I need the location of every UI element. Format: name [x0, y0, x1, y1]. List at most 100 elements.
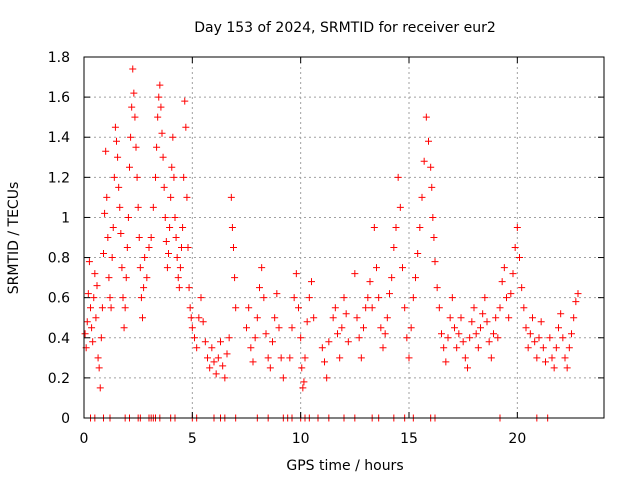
data-point [513, 223, 521, 231]
data-point [208, 344, 216, 352]
data-point [563, 364, 571, 372]
data-point [93, 282, 101, 290]
data-point [366, 278, 374, 286]
data-point [286, 354, 294, 362]
data-point [139, 314, 146, 322]
data-point [565, 344, 573, 352]
data-point [106, 294, 114, 302]
data-point [386, 290, 393, 298]
data-point [334, 330, 341, 338]
data-point [321, 358, 328, 366]
data-point [377, 324, 385, 332]
data-point [160, 183, 168, 191]
data-point [227, 193, 235, 201]
data-point [179, 223, 187, 231]
data-point [305, 294, 313, 302]
data-point [511, 244, 519, 252]
data-point [388, 274, 396, 282]
x-tick-label: 20 [508, 431, 526, 447]
data-point [136, 264, 144, 272]
data-point [368, 304, 376, 312]
data-point [416, 223, 424, 231]
data-point [496, 304, 504, 312]
data-point [555, 324, 562, 332]
data-point [531, 338, 539, 346]
data-point [487, 354, 495, 362]
data-point [498, 278, 506, 286]
data-point [109, 223, 117, 231]
data-point [214, 354, 222, 362]
data-point [470, 304, 478, 312]
data-point [433, 284, 441, 292]
data-point [162, 238, 170, 246]
data-point [85, 258, 93, 266]
data-point [201, 338, 209, 346]
data-point [123, 244, 131, 252]
data-point [195, 314, 203, 322]
data-point [340, 294, 348, 302]
data-point [338, 324, 346, 332]
data-point [104, 234, 112, 241]
data-point [477, 324, 484, 332]
data-point [430, 234, 438, 241]
data-point [81, 330, 89, 338]
data-point [134, 203, 142, 211]
data-point [503, 294, 510, 302]
data-point [301, 354, 309, 362]
data-points [81, 65, 582, 422]
data-point [360, 324, 367, 332]
data-point [375, 294, 383, 302]
y-axis-label: SRMTID / TECUs [6, 182, 22, 295]
data-point [457, 314, 465, 322]
y-tick-label: 1.8 [48, 50, 70, 66]
data-point [217, 338, 224, 346]
x-tick-label: 10 [292, 431, 310, 447]
data-point [561, 354, 569, 362]
data-point [427, 163, 435, 171]
data-point [438, 330, 445, 338]
data-point [390, 244, 398, 252]
data-point [559, 334, 567, 342]
data-point [570, 314, 578, 322]
data-point [310, 314, 318, 322]
y-tick-label: 0.4 [48, 331, 70, 347]
data-point [118, 264, 126, 272]
data-point [183, 193, 191, 201]
data-point [210, 358, 218, 366]
data-point [524, 344, 532, 352]
data-point [500, 264, 508, 272]
data-point [166, 223, 174, 231]
y-tick-label: 1.2 [48, 170, 70, 186]
data-point [156, 81, 164, 89]
data-point [269, 338, 276, 346]
data-point [550, 364, 558, 372]
data-point [298, 364, 306, 372]
data-point [344, 338, 352, 346]
data-point [129, 65, 137, 73]
data-point [509, 270, 517, 278]
data-point [405, 354, 413, 362]
data-point [262, 330, 270, 338]
data-point [228, 223, 236, 231]
data-point [442, 358, 450, 366]
data-point [435, 304, 443, 312]
data-point [130, 89, 138, 97]
data-point [149, 203, 157, 211]
data-point [342, 310, 350, 318]
data-point [153, 143, 161, 151]
data-point [468, 318, 476, 326]
data-point [186, 304, 194, 312]
data-point [128, 103, 136, 111]
data-point [141, 254, 149, 262]
data-point [108, 254, 116, 262]
data-point [158, 129, 166, 137]
data-point [199, 318, 207, 326]
data-point [440, 344, 448, 352]
data-point [548, 354, 556, 362]
data-point [133, 173, 141, 181]
data-point [122, 274, 130, 282]
data-point [232, 304, 240, 312]
data-point [231, 274, 239, 282]
data-point [429, 213, 437, 221]
data-point [96, 384, 104, 392]
